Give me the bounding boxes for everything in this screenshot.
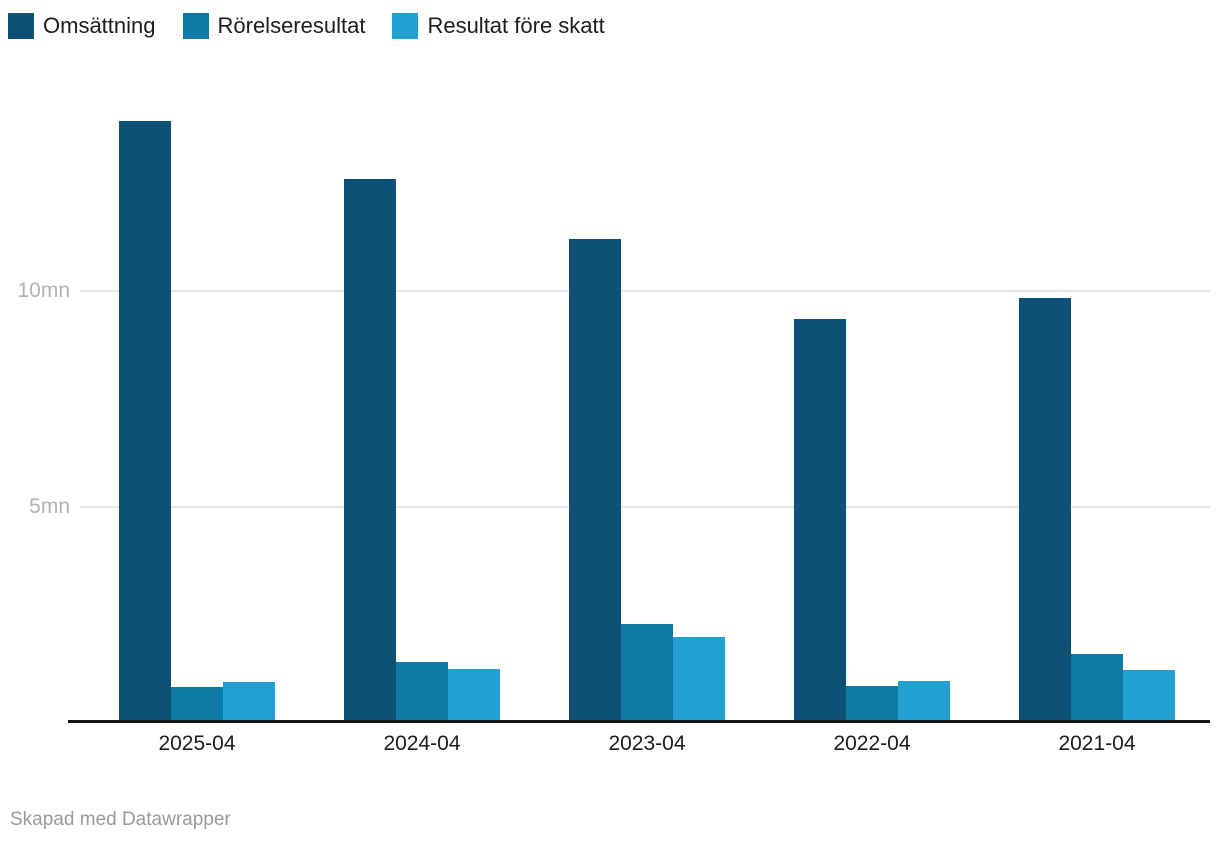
datawrapper-credit: Skapad med Datawrapper [10, 809, 231, 830]
bar-series2-2024-04[interactable] [448, 669, 500, 720]
bar-series1-2022-04[interactable] [846, 686, 898, 720]
x-axis-tick-label: 2022-04 [833, 732, 911, 755]
bar-series1-2021-04[interactable] [1071, 654, 1123, 720]
bar-series2-2023-04[interactable] [673, 637, 725, 720]
y-axis-tick-label: 5mn [29, 494, 70, 518]
bar-series0-2024-04[interactable] [344, 179, 396, 720]
x-axis-tick-label: 2025-04 [158, 732, 236, 755]
bar-series0-2022-04[interactable] [794, 319, 846, 720]
bar-series2-2025-04[interactable] [223, 682, 275, 720]
legend-item: Omsättning [8, 13, 156, 39]
x-axis-tick-label: 2021-04 [1058, 732, 1136, 755]
gridline [80, 505, 1210, 508]
x-axis-baseline [68, 720, 1210, 723]
gridline [80, 290, 1210, 292]
legend-item: Rörelseresultat [182, 13, 366, 39]
legend-swatch-icon [392, 13, 419, 39]
legend-swatch-icon [182, 13, 209, 39]
legend-label: Resultat före skatt [427, 13, 605, 38]
bar-series2-2021-04[interactable] [1123, 670, 1175, 720]
bar-series0-2023-04[interactable] [569, 239, 621, 720]
bar-series0-2025-04[interactable] [119, 121, 171, 720]
x-axis-tick-label: 2023-04 [608, 732, 686, 755]
legend-swatch-icon [8, 13, 34, 39]
bar-series1-2023-04[interactable] [621, 624, 673, 720]
legend-item: Resultat före skatt [392, 13, 605, 39]
y-axis-tick-label: 10mn [17, 279, 70, 302]
x-axis-tick-label: 2024-04 [383, 732, 461, 755]
legend-label: Rörelseresultat [217, 13, 366, 38]
bar-series1-2024-04[interactable] [396, 662, 448, 720]
chart-legend: Omsättning Rörelseresultat Resultat före s… [8, 13, 605, 39]
bar-series0-2021-04[interactable] [1019, 298, 1071, 720]
bar-series1-2025-04[interactable] [171, 687, 223, 720]
legend-label: Omsättning [43, 13, 156, 38]
bar-series2-2022-04[interactable] [898, 681, 950, 720]
